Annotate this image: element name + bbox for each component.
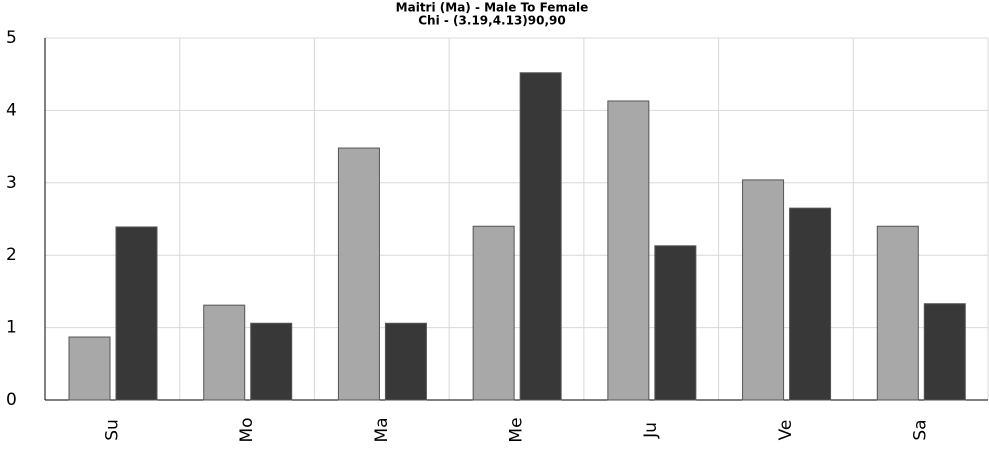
y-tick-label: 2 xyxy=(6,245,17,265)
bar xyxy=(654,245,697,401)
bar xyxy=(742,179,785,401)
x-tick-label: Me xyxy=(507,417,527,442)
bar xyxy=(68,336,111,401)
x-tick-label: Ju xyxy=(641,422,661,439)
bar xyxy=(250,322,293,401)
bar xyxy=(607,100,650,401)
bar xyxy=(519,72,562,401)
bar xyxy=(789,207,832,401)
y-tick-label: 3 xyxy=(6,173,17,193)
y-tick-label: 1 xyxy=(6,318,17,338)
bar xyxy=(203,304,246,401)
x-tick-label: Ve xyxy=(776,420,796,441)
bar xyxy=(472,225,515,401)
y-tick-label: 4 xyxy=(6,100,17,120)
y-tick-label: 0 xyxy=(6,390,17,410)
y-tick-label: 5 xyxy=(6,28,17,48)
chart-title: Maitri (Ma) - Male To Female xyxy=(396,1,589,15)
bar xyxy=(923,303,966,401)
chart-subtitle: Chi - (3.19,4.13)90,90 xyxy=(418,14,566,28)
bar xyxy=(337,147,380,401)
x-tick-label: Su xyxy=(102,419,122,441)
x-tick-label: Ma xyxy=(372,417,392,442)
bar xyxy=(384,322,427,401)
x-tick-label: Mo xyxy=(237,417,257,442)
x-tick-label: Sa xyxy=(911,419,931,440)
bar xyxy=(876,225,919,401)
bar xyxy=(115,226,158,401)
